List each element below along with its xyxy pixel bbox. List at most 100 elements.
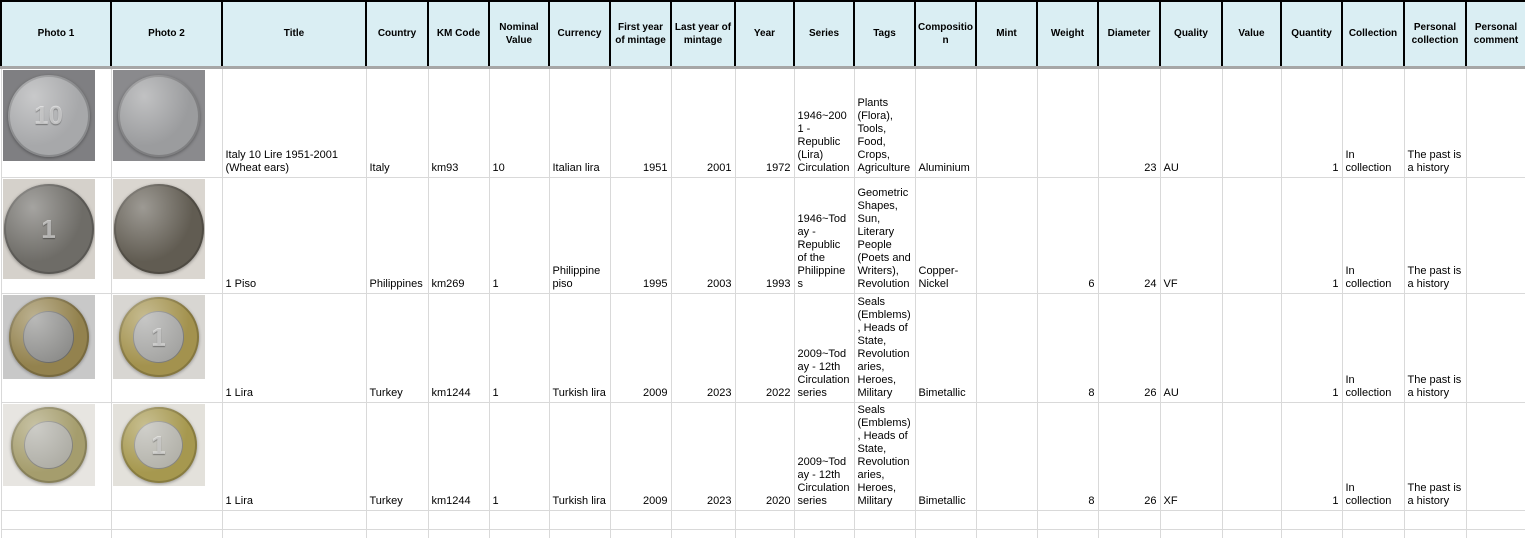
cell-personal-collection[interactable]: The past is a history [1404,403,1466,511]
cell-personal-comment[interactable] [1466,403,1525,511]
empty-cell[interactable] [976,530,1037,538]
cell-quality[interactable]: AU [1160,294,1222,403]
cell-km-code[interactable]: km93 [428,68,489,178]
col-header-photo2[interactable]: Photo 2 [111,1,222,68]
empty-cell[interactable] [1466,511,1525,530]
cell-country[interactable]: Philippines [366,178,428,294]
cell-mint[interactable] [976,403,1037,511]
col-header-country[interactable]: Country [366,1,428,68]
empty-cell[interactable] [1222,511,1281,530]
empty-cell[interactable] [1098,530,1160,538]
cell-value[interactable] [1222,68,1281,178]
cell-series[interactable]: 1946~2001 - Republic (Lira) Circulation [794,68,854,178]
empty-cell[interactable] [1281,530,1342,538]
empty-cell[interactable] [1098,511,1160,530]
cell-series[interactable]: 2009~Today - 12th Circulation series [794,403,854,511]
cell-km-code[interactable]: km1244 [428,294,489,403]
empty-cell[interactable] [735,511,794,530]
cell-photo1[interactable]: 1 [1,178,111,294]
col-header-composition[interactable]: Composition [915,1,976,68]
empty-cell[interactable] [549,511,610,530]
cell-personal-comment[interactable] [1466,68,1525,178]
cell-series[interactable]: 1946~Today - Republic of the Philippines [794,178,854,294]
col-header-personal-comment[interactable]: Personal comment [1466,1,1525,68]
empty-cell[interactable] [794,511,854,530]
empty-cell[interactable] [915,530,976,538]
empty-cell[interactable] [854,530,915,538]
empty-cell[interactable] [111,511,222,530]
cell-tags[interactable]: Seals (Emblems), Heads of State, Revolut… [854,403,915,511]
col-header-tags[interactable]: Tags [854,1,915,68]
empty-cell[interactable] [489,511,549,530]
col-header-first-year[interactable]: First year of mintage [610,1,671,68]
empty-cell[interactable] [1160,511,1222,530]
cell-nominal-value[interactable]: 1 [489,178,549,294]
cell-country[interactable]: Italy [366,68,428,178]
empty-cell[interactable] [1,530,111,538]
cell-personal-collection[interactable]: The past is a history [1404,68,1466,178]
cell-tags[interactable]: Seals (Emblems), Heads of State, Revolut… [854,294,915,403]
empty-cell[interactable] [1342,511,1404,530]
empty-cell[interactable] [671,511,735,530]
empty-cell[interactable] [794,530,854,538]
cell-diameter[interactable]: 26 [1098,294,1160,403]
col-header-value[interactable]: Value [1222,1,1281,68]
col-header-personal-collection[interactable]: Personal collection [1404,1,1466,68]
cell-title[interactable]: 1 Lira [222,403,366,511]
empty-cell[interactable] [1466,530,1525,538]
cell-photo2[interactable]: 1 [111,294,222,403]
cell-composition[interactable]: Aluminium [915,68,976,178]
cell-value[interactable] [1222,403,1281,511]
empty-cell[interactable] [1281,511,1342,530]
cell-year[interactable]: 2020 [735,403,794,511]
col-header-title[interactable]: Title [222,1,366,68]
cell-collection[interactable]: In collection [1342,294,1404,403]
cell-last-year[interactable]: 2023 [671,403,735,511]
empty-cell[interactable] [1037,511,1098,530]
cell-nominal-value[interactable]: 1 [489,403,549,511]
empty-cell[interactable] [1404,511,1466,530]
cell-photo2[interactable] [111,68,222,178]
col-header-km-code[interactable]: KM Code [428,1,489,68]
col-header-year[interactable]: Year [735,1,794,68]
empty-cell[interactable] [1160,530,1222,538]
col-header-diameter[interactable]: Diameter [1098,1,1160,68]
cell-km-code[interactable]: km269 [428,178,489,294]
cell-value[interactable] [1222,178,1281,294]
cell-photo2[interactable]: 1 [111,403,222,511]
empty-cell[interactable] [1342,530,1404,538]
cell-weight[interactable]: 6 [1037,178,1098,294]
cell-currency[interactable]: Turkish lira [549,403,610,511]
col-header-nominal-value[interactable]: Nominal Value [489,1,549,68]
empty-cell[interactable] [428,530,489,538]
cell-title[interactable]: Italy 10 Lire 1951-2001 (Wheat ears) [222,68,366,178]
empty-cell[interactable] [854,511,915,530]
cell-currency[interactable]: Philippine piso [549,178,610,294]
cell-first-year[interactable]: 1951 [610,68,671,178]
cell-quantity[interactable]: 1 [1281,294,1342,403]
col-header-last-year[interactable]: Last year of mintage [671,1,735,68]
empty-cell[interactable] [489,530,549,538]
cell-first-year[interactable]: 2009 [610,294,671,403]
cell-quantity[interactable]: 1 [1281,403,1342,511]
cell-composition[interactable]: Bimetallic [915,403,976,511]
empty-cell[interactable] [366,530,428,538]
cell-collection[interactable]: In collection [1342,68,1404,178]
empty-cell[interactable] [1037,530,1098,538]
cell-first-year[interactable]: 2009 [610,403,671,511]
empty-cell[interactable] [428,511,489,530]
cell-quantity[interactable]: 1 [1281,178,1342,294]
cell-value[interactable] [1222,294,1281,403]
cell-nominal-value[interactable]: 1 [489,294,549,403]
cell-personal-collection[interactable]: The past is a history [1404,178,1466,294]
col-header-series[interactable]: Series [794,1,854,68]
empty-cell[interactable] [549,530,610,538]
cell-last-year[interactable]: 2023 [671,294,735,403]
cell-mint[interactable] [976,294,1037,403]
empty-cell[interactable] [366,511,428,530]
cell-quality[interactable]: XF [1160,403,1222,511]
cell-quantity[interactable]: 1 [1281,68,1342,178]
cell-weight[interactable]: 8 [1037,294,1098,403]
empty-cell[interactable] [1222,530,1281,538]
cell-series[interactable]: 2009~Today - 12th Circulation series [794,294,854,403]
